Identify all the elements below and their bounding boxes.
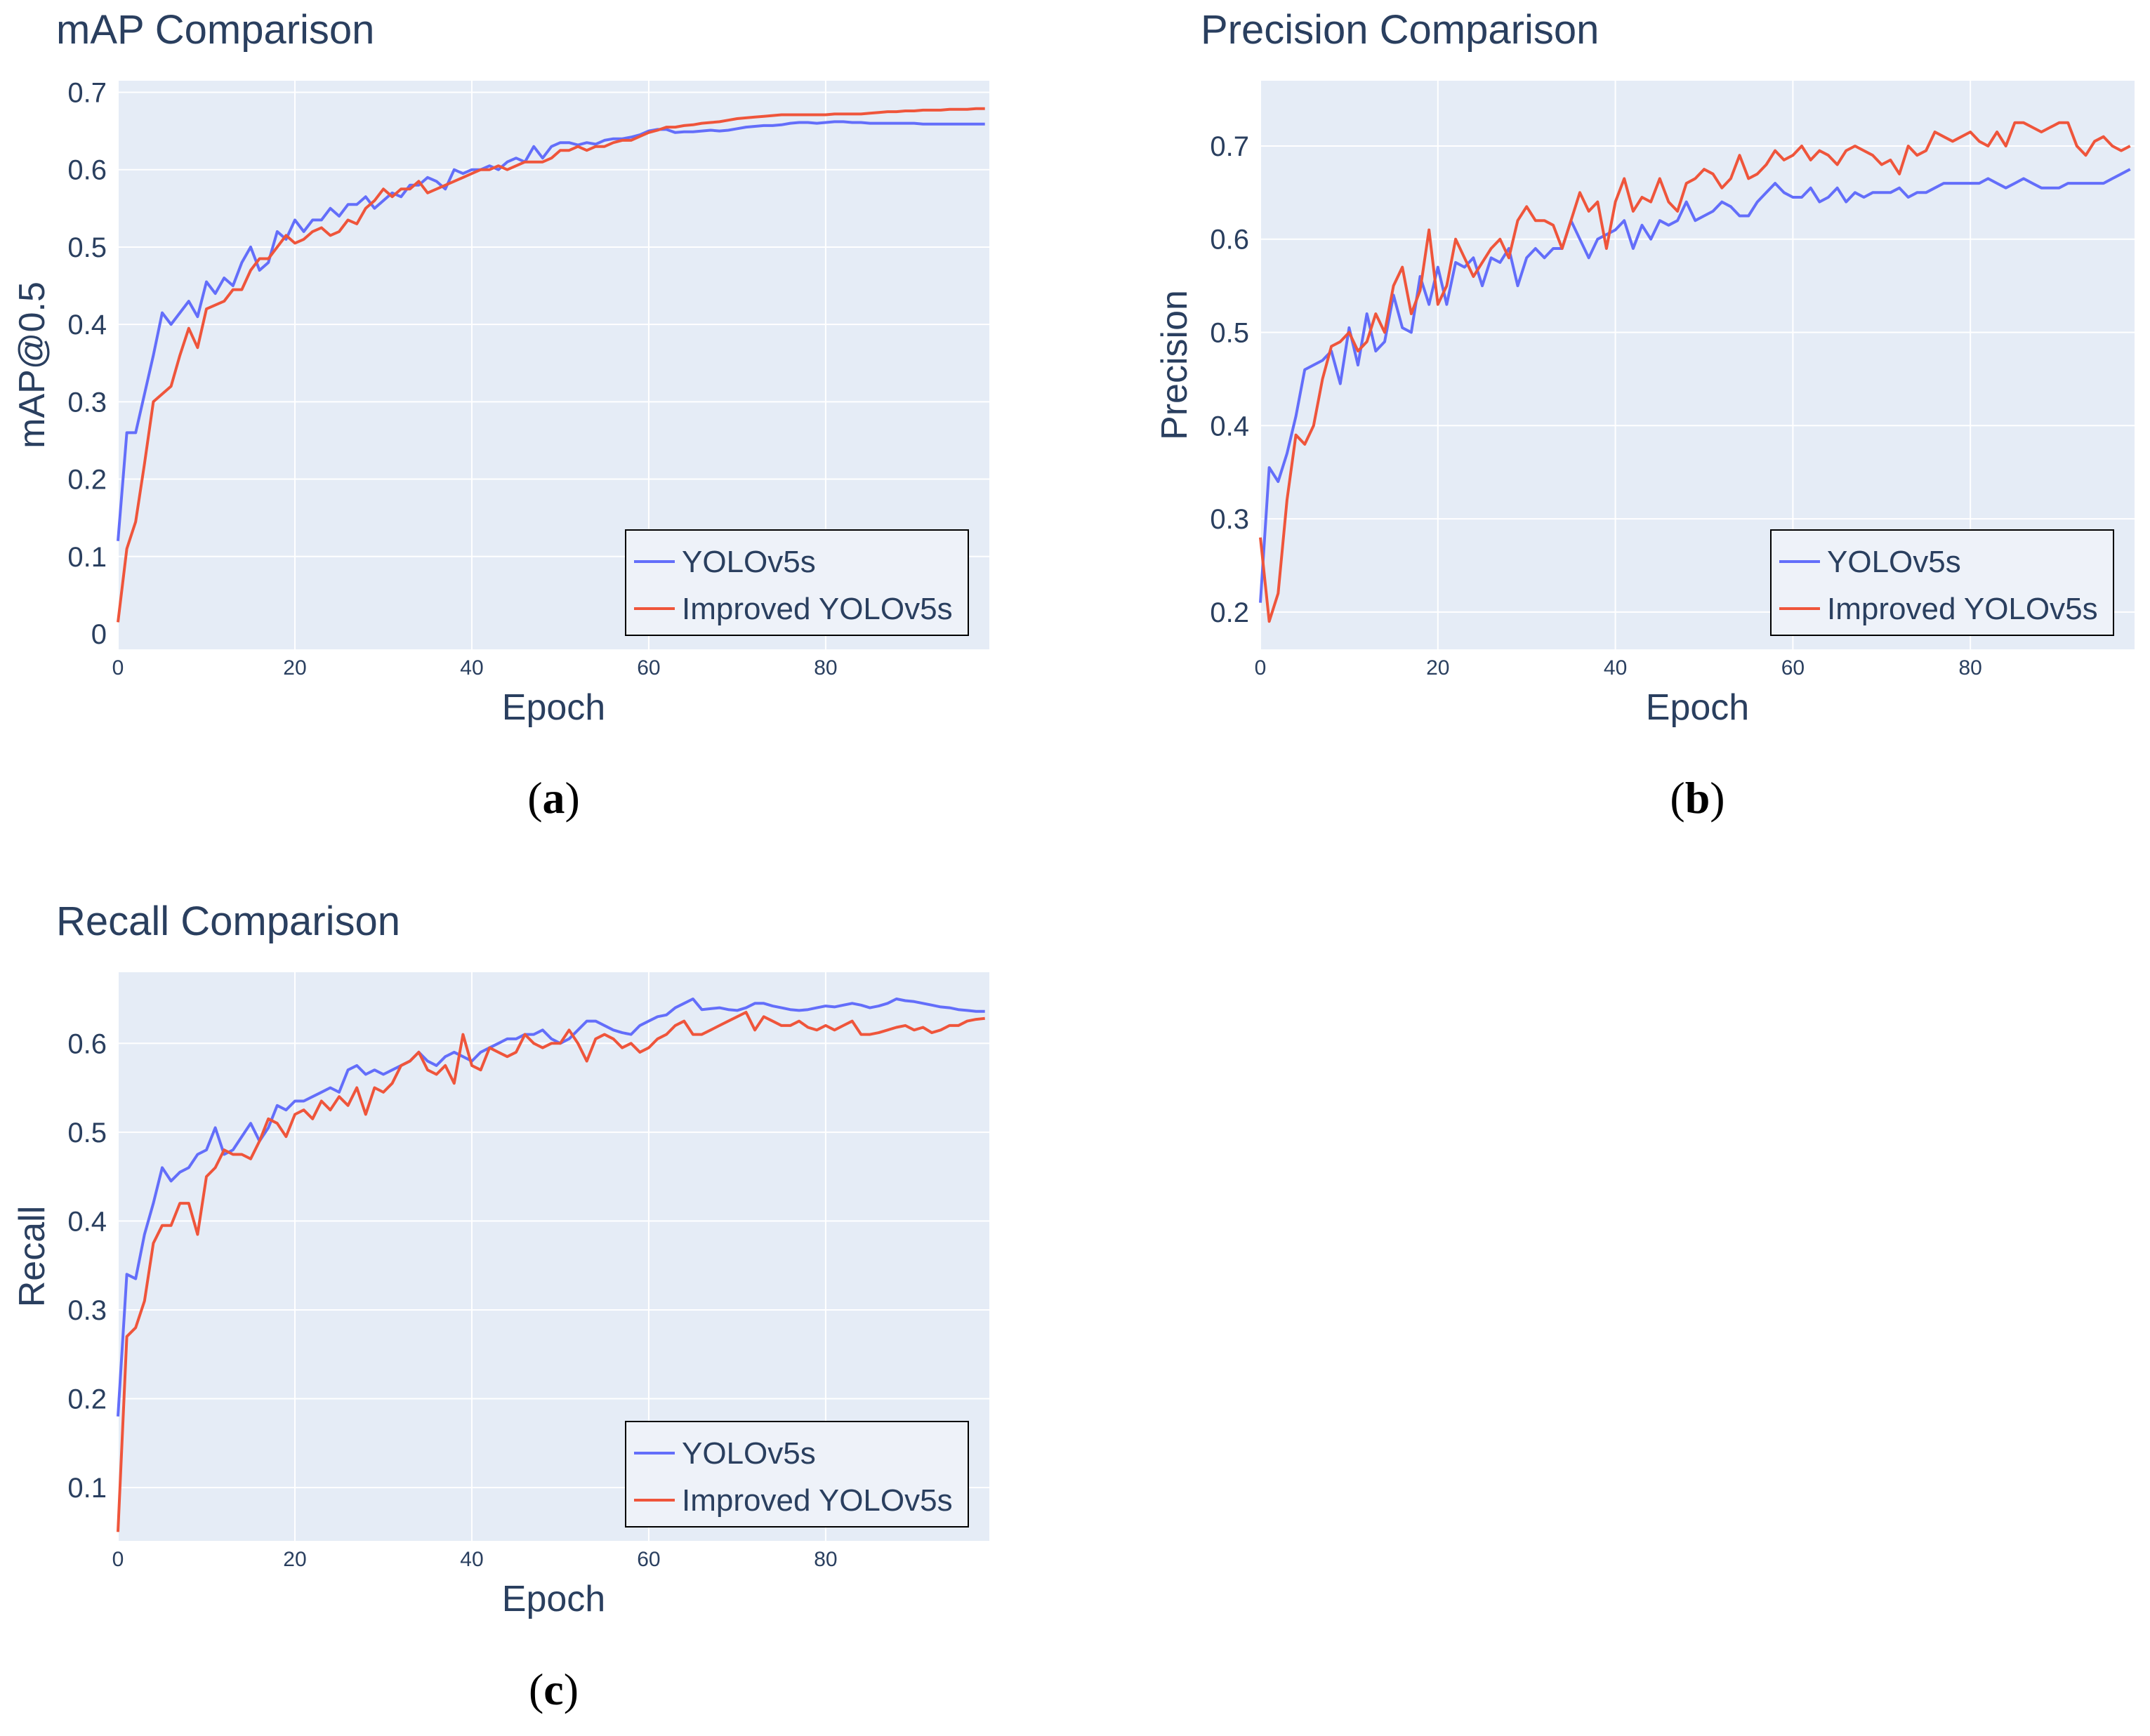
legend-entry: YOLOv5s [682,1436,816,1471]
caption-open: ( [529,1664,543,1714]
caption-open: ( [527,773,542,823]
legend-entry: Improved YOLOv5s [682,592,953,626]
x-tick-label: 80 [814,656,837,680]
y-tick-label: 0.5 [67,1118,107,1148]
x-tick-label: 60 [1781,656,1805,680]
y-axis-label: mAP@0.5 [12,281,53,449]
legend-entry: Improved YOLOv5s [1827,592,2098,626]
y-tick-label: 0.4 [67,1206,107,1237]
y-tick-label: 0.3 [67,1295,107,1326]
y-tick-label: 0.6 [1210,225,1249,256]
y-tick-label: 0.1 [67,542,107,573]
y-tick-label: 0.5 [1210,318,1249,349]
y-axis-label: Recall [12,1206,53,1308]
x-axis-label: Epoch [502,687,605,728]
caption-letter: b [1685,773,1710,823]
x-tick-label: 40 [460,656,483,680]
caption-open: ( [1670,773,1684,823]
x-tick-label: 40 [1604,656,1627,680]
chart-b: 0 20 40 60 80 0.2 0.3 0.4 0.5 0.6 0.7 Precision Com… [1154,7,2135,823]
y-tick-label: 0.4 [1210,411,1249,442]
y-tick-label: 0.2 [67,1384,107,1415]
y-tick-label: 0.2 [67,465,107,496]
y-tick-label: 0.3 [67,387,107,418]
x-axis-label: Epoch [502,1579,605,1619]
x-tick-label: 60 [637,1548,660,1571]
series-line-yolov5s [117,120,985,541]
y-tick-label: 0.5 [67,232,107,263]
legend-box [625,529,969,636]
series-line-improved-yolov5s [117,107,985,623]
chart-title: Precision Comparison [1201,7,1599,53]
x-tick-label: 80 [1958,656,1981,680]
series-line-improved-yolov5s [117,1011,985,1532]
subfigure-caption: (b) [1670,773,1724,823]
legend-box [1770,529,2114,636]
y-tick-label: 0.7 [67,78,107,109]
legend: YOLOv5s Improved YOLOv5s [625,1421,969,1528]
caption-close: ) [564,1664,579,1714]
caption-close: ) [565,773,580,823]
chart-a: 0 20 40 60 80 0 0.1 0.2 0.3 0.4 0.5 0.6 0.7 mAP Compa… [12,7,989,823]
chart-title: mAP Comparison [56,7,374,53]
y-tick-label: 0 [91,619,107,650]
y-tick-label: 0.3 [1210,504,1249,535]
legend: YOLOv5s Improved YOLOv5s [625,529,969,636]
x-tick-label: 0 [112,656,124,680]
subfigure-caption: (a) [527,773,580,823]
y-tick-label: 0.6 [67,1028,107,1059]
x-axis-label: Epoch [1646,687,1749,728]
y-tick-label: 0.2 [1210,597,1249,628]
y-tick-label: 0.1 [67,1473,107,1504]
legend: YOLOv5s Improved YOLOv5s [1770,529,2114,636]
legend-entry: YOLOv5s [1827,545,1961,579]
x-tick-label: 80 [814,1548,837,1571]
x-tick-label: 20 [283,656,306,680]
y-tick-label: 0.7 [1210,131,1249,162]
x-tick-label: 20 [283,1548,306,1571]
y-tick-label: 0.6 [67,155,107,186]
x-tick-label: 20 [1426,656,1449,680]
x-tick-label: 60 [637,656,660,680]
series-line-improved-yolov5s [1259,121,2131,623]
x-tick-label: 0 [112,1548,124,1571]
legend-entry: Improved YOLOv5s [682,1483,953,1518]
chart-c: 0 20 40 60 80 0.1 0.2 0.3 0.4 0.5 0.6 Recall Compar… [12,899,989,1714]
y-axis-label: Precision [1154,290,1195,440]
x-tick-label: 0 [1255,656,1267,680]
legend-box [625,1421,969,1528]
x-tick-label: 40 [460,1548,483,1571]
series-line-yolov5s [1259,168,2131,603]
caption-letter: c [543,1664,563,1714]
y-tick-label: 0.4 [67,310,107,340]
caption-close: ) [1710,773,1724,823]
legend-entry: YOLOv5s [682,545,816,579]
caption-letter: a [543,773,565,823]
chart-title: Recall Comparison [56,899,400,944]
subfigure-caption: (c) [529,1664,579,1714]
